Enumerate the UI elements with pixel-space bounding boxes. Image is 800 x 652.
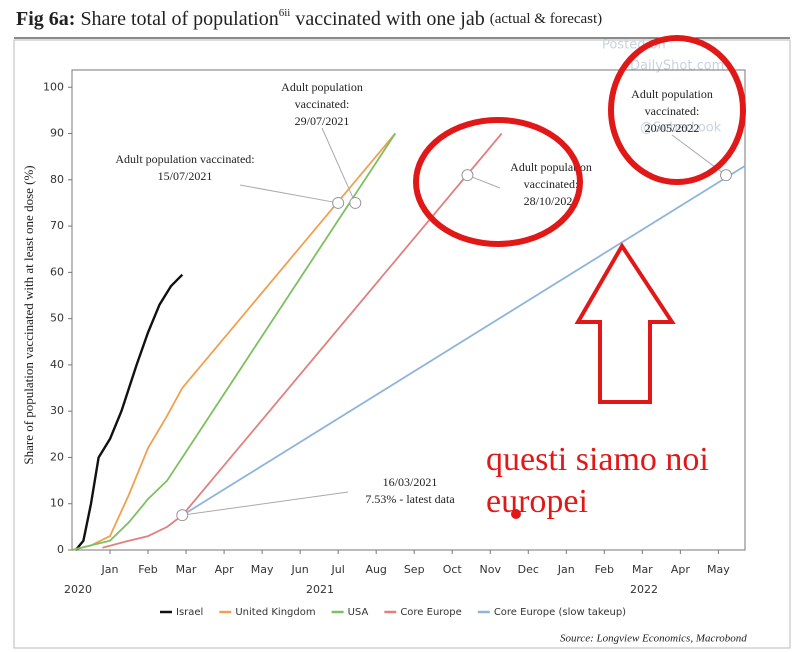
annotation-text: 28/10/2021	[524, 194, 579, 208]
annotation-text: Adult population vaccinated:	[115, 152, 254, 166]
x-tick-label: Mar	[632, 563, 653, 576]
title-main: Share total of population	[80, 8, 278, 30]
x-tick-label: Jan	[101, 563, 119, 576]
x-tick-label: Feb	[138, 563, 157, 576]
x-tick-label: Apr	[215, 563, 235, 576]
annotation-text: 7.53% - latest data	[365, 492, 455, 506]
annotation-text: 29/07/2021	[295, 114, 350, 128]
series-line	[181, 165, 746, 517]
x-tick-label: Aug	[365, 563, 386, 576]
annotation-text: 15/07/2021	[158, 169, 213, 183]
x-tick-label: Feb	[595, 563, 614, 576]
annotation-text: vaccinated:	[645, 104, 700, 118]
legend-label: United Kingdom	[235, 607, 315, 618]
series-line	[71, 133, 396, 551]
annotation-leader	[239, 184, 339, 204]
overlay-arrow	[574, 242, 676, 404]
series-line	[102, 132, 503, 549]
y-tick-label: 70	[50, 219, 64, 232]
annotation-marker	[332, 196, 345, 209]
x-tick-label: May	[251, 563, 274, 576]
y-tick-label: 10	[50, 497, 64, 510]
x-tick-label: Jan	[557, 563, 575, 576]
annotation-text: 16/03/2021	[383, 475, 438, 489]
overlay-text: europei	[486, 483, 588, 520]
frame	[13, 39, 791, 649]
y-axis-label: Share of population vaccinated with at l…	[21, 165, 36, 464]
overlay-text: questi siamo noi	[486, 441, 709, 478]
legend-label: Core Europe	[400, 607, 462, 618]
watermark: @SoberLook	[640, 121, 722, 136]
x-tick-label: Dec	[518, 563, 539, 576]
legend-label: Core Europe (slow takeup)	[494, 607, 626, 618]
year-label: 2021	[306, 583, 334, 596]
watermark: DailyShot.com	[630, 59, 724, 74]
x-tick-label: Mar	[176, 563, 197, 576]
title-rest: vaccinated with one jab	[290, 8, 484, 30]
y-tick-label: 60	[50, 265, 64, 278]
title-sup: 6ii	[279, 7, 291, 19]
source: Source: Longview Economics, Macrobond	[560, 633, 747, 645]
y-tick-label: 100	[43, 80, 64, 93]
y-tick-label: 90	[50, 127, 64, 140]
annotation-marker	[176, 509, 189, 522]
chart-title: Fig 6a: Share total of population6ii vac…	[16, 7, 602, 30]
y-tick-label: 50	[50, 312, 64, 325]
legend-label: Israel	[176, 607, 203, 618]
year-label: 2022	[630, 583, 658, 596]
annotation-marker	[719, 169, 732, 182]
overlay-dot	[511, 509, 521, 519]
x-tick-label: Sep	[404, 563, 425, 576]
title-note: (actual & forecast)	[490, 11, 602, 27]
annotation-leader	[182, 491, 349, 516]
plot-area	[71, 69, 746, 551]
x-tick-label: Apr	[671, 563, 691, 576]
x-tick-label: May	[707, 563, 730, 576]
annotation-marker	[349, 196, 362, 209]
series-line	[74, 273, 184, 551]
y-tick-label: 40	[50, 358, 64, 371]
annotation-text: Adult population	[631, 87, 713, 101]
series-line	[71, 132, 396, 551]
overlay-circle	[413, 117, 583, 247]
annotation-text: vaccinated:	[295, 97, 350, 111]
x-tick-label: Jun	[291, 563, 309, 576]
annotation-marker	[461, 169, 474, 182]
y-tick-label: 30	[50, 404, 64, 417]
x-tick-label: Jul	[331, 563, 345, 576]
overlay-circle	[608, 35, 746, 185]
y-tick-label: 0	[57, 543, 64, 556]
annotation-text: Adult population	[510, 160, 592, 174]
x-tick-label: Nov	[480, 563, 502, 576]
x-tick-label: Oct	[443, 563, 463, 576]
y-tick-label: 20	[50, 450, 64, 463]
annotation-text: 20/05/2022	[645, 121, 700, 135]
annotation-text: vaccinated:	[524, 177, 579, 191]
y-tick-label: 80	[50, 173, 64, 186]
legend-label: USA	[348, 607, 369, 618]
year-label: 2020	[64, 583, 92, 596]
annotation-leader	[321, 127, 356, 204]
title-prefix: Fig 6a:	[16, 8, 75, 30]
annotation-text: Adult population	[281, 80, 363, 94]
